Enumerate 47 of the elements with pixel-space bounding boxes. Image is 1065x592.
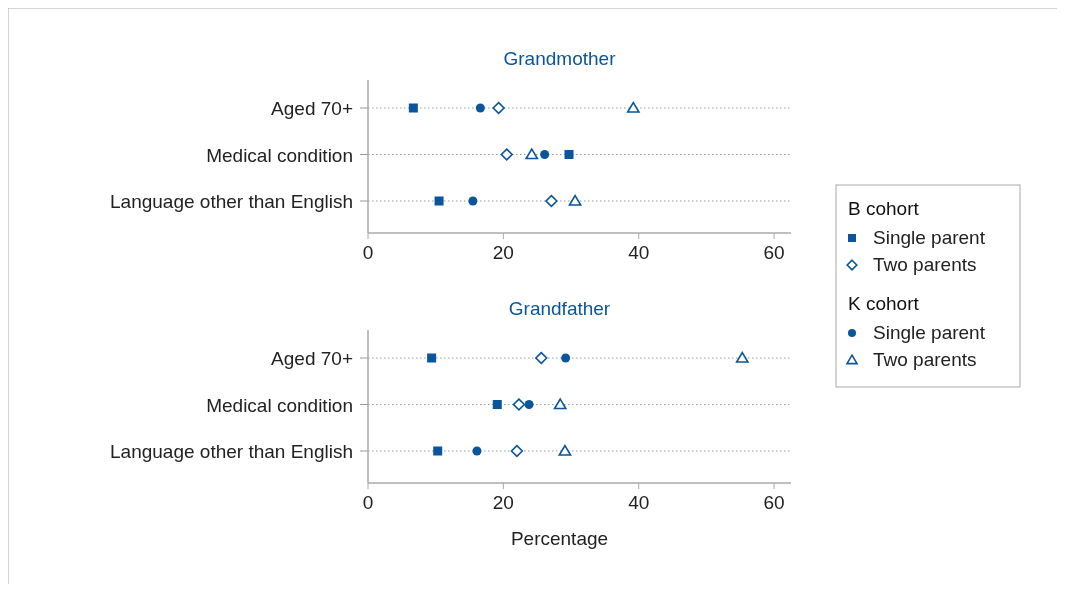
legend-label: Two parents [873,349,977,370]
point [492,101,505,115]
point [408,103,418,113]
y-tick-label: Language other than English [110,441,353,462]
x-tick-label: 40 [628,492,650,513]
point [434,196,444,206]
legend-label: Single parent [873,322,986,343]
point [558,444,572,456]
y-tick-label: Aged 70+ [271,348,353,369]
point [427,353,437,363]
legend-label: Two parents [873,254,977,275]
y-tick-label: Medical condition [206,394,353,416]
point [468,196,478,206]
y-tick-label: Language other than English [110,191,353,212]
point [735,351,749,363]
chart-title: Grandfather [508,298,611,319]
point [564,150,574,159]
point [561,353,571,363]
point [500,148,513,161]
x-tick-label: 0 [362,492,374,513]
y-tick-label: Medical condition [206,144,353,166]
x-tick-label: 40 [628,242,650,263]
x-tick-label: 0 [362,242,374,263]
chart-title: Grandmother [503,48,617,69]
x-axis-title: Percentage [510,528,609,549]
point [553,398,567,410]
y-tick-label: Aged 70+ [271,98,353,119]
point [545,194,558,208]
x-tick-label: 60 [763,492,785,513]
point [492,400,502,409]
point [475,103,485,113]
x-tick-label: 20 [492,492,514,513]
x-tick-label: 60 [763,242,785,263]
point [525,148,539,160]
point [510,444,524,458]
text: K cohort [848,293,919,314]
text: B cohort [848,198,919,219]
point [472,446,482,456]
point [626,101,640,113]
legend-label: Single parent [873,227,986,248]
x-tick-label: 20 [492,242,514,263]
point [512,398,526,411]
point [535,351,548,365]
point [540,150,550,159]
point [568,194,582,206]
point [433,446,443,456]
point [524,400,534,409]
